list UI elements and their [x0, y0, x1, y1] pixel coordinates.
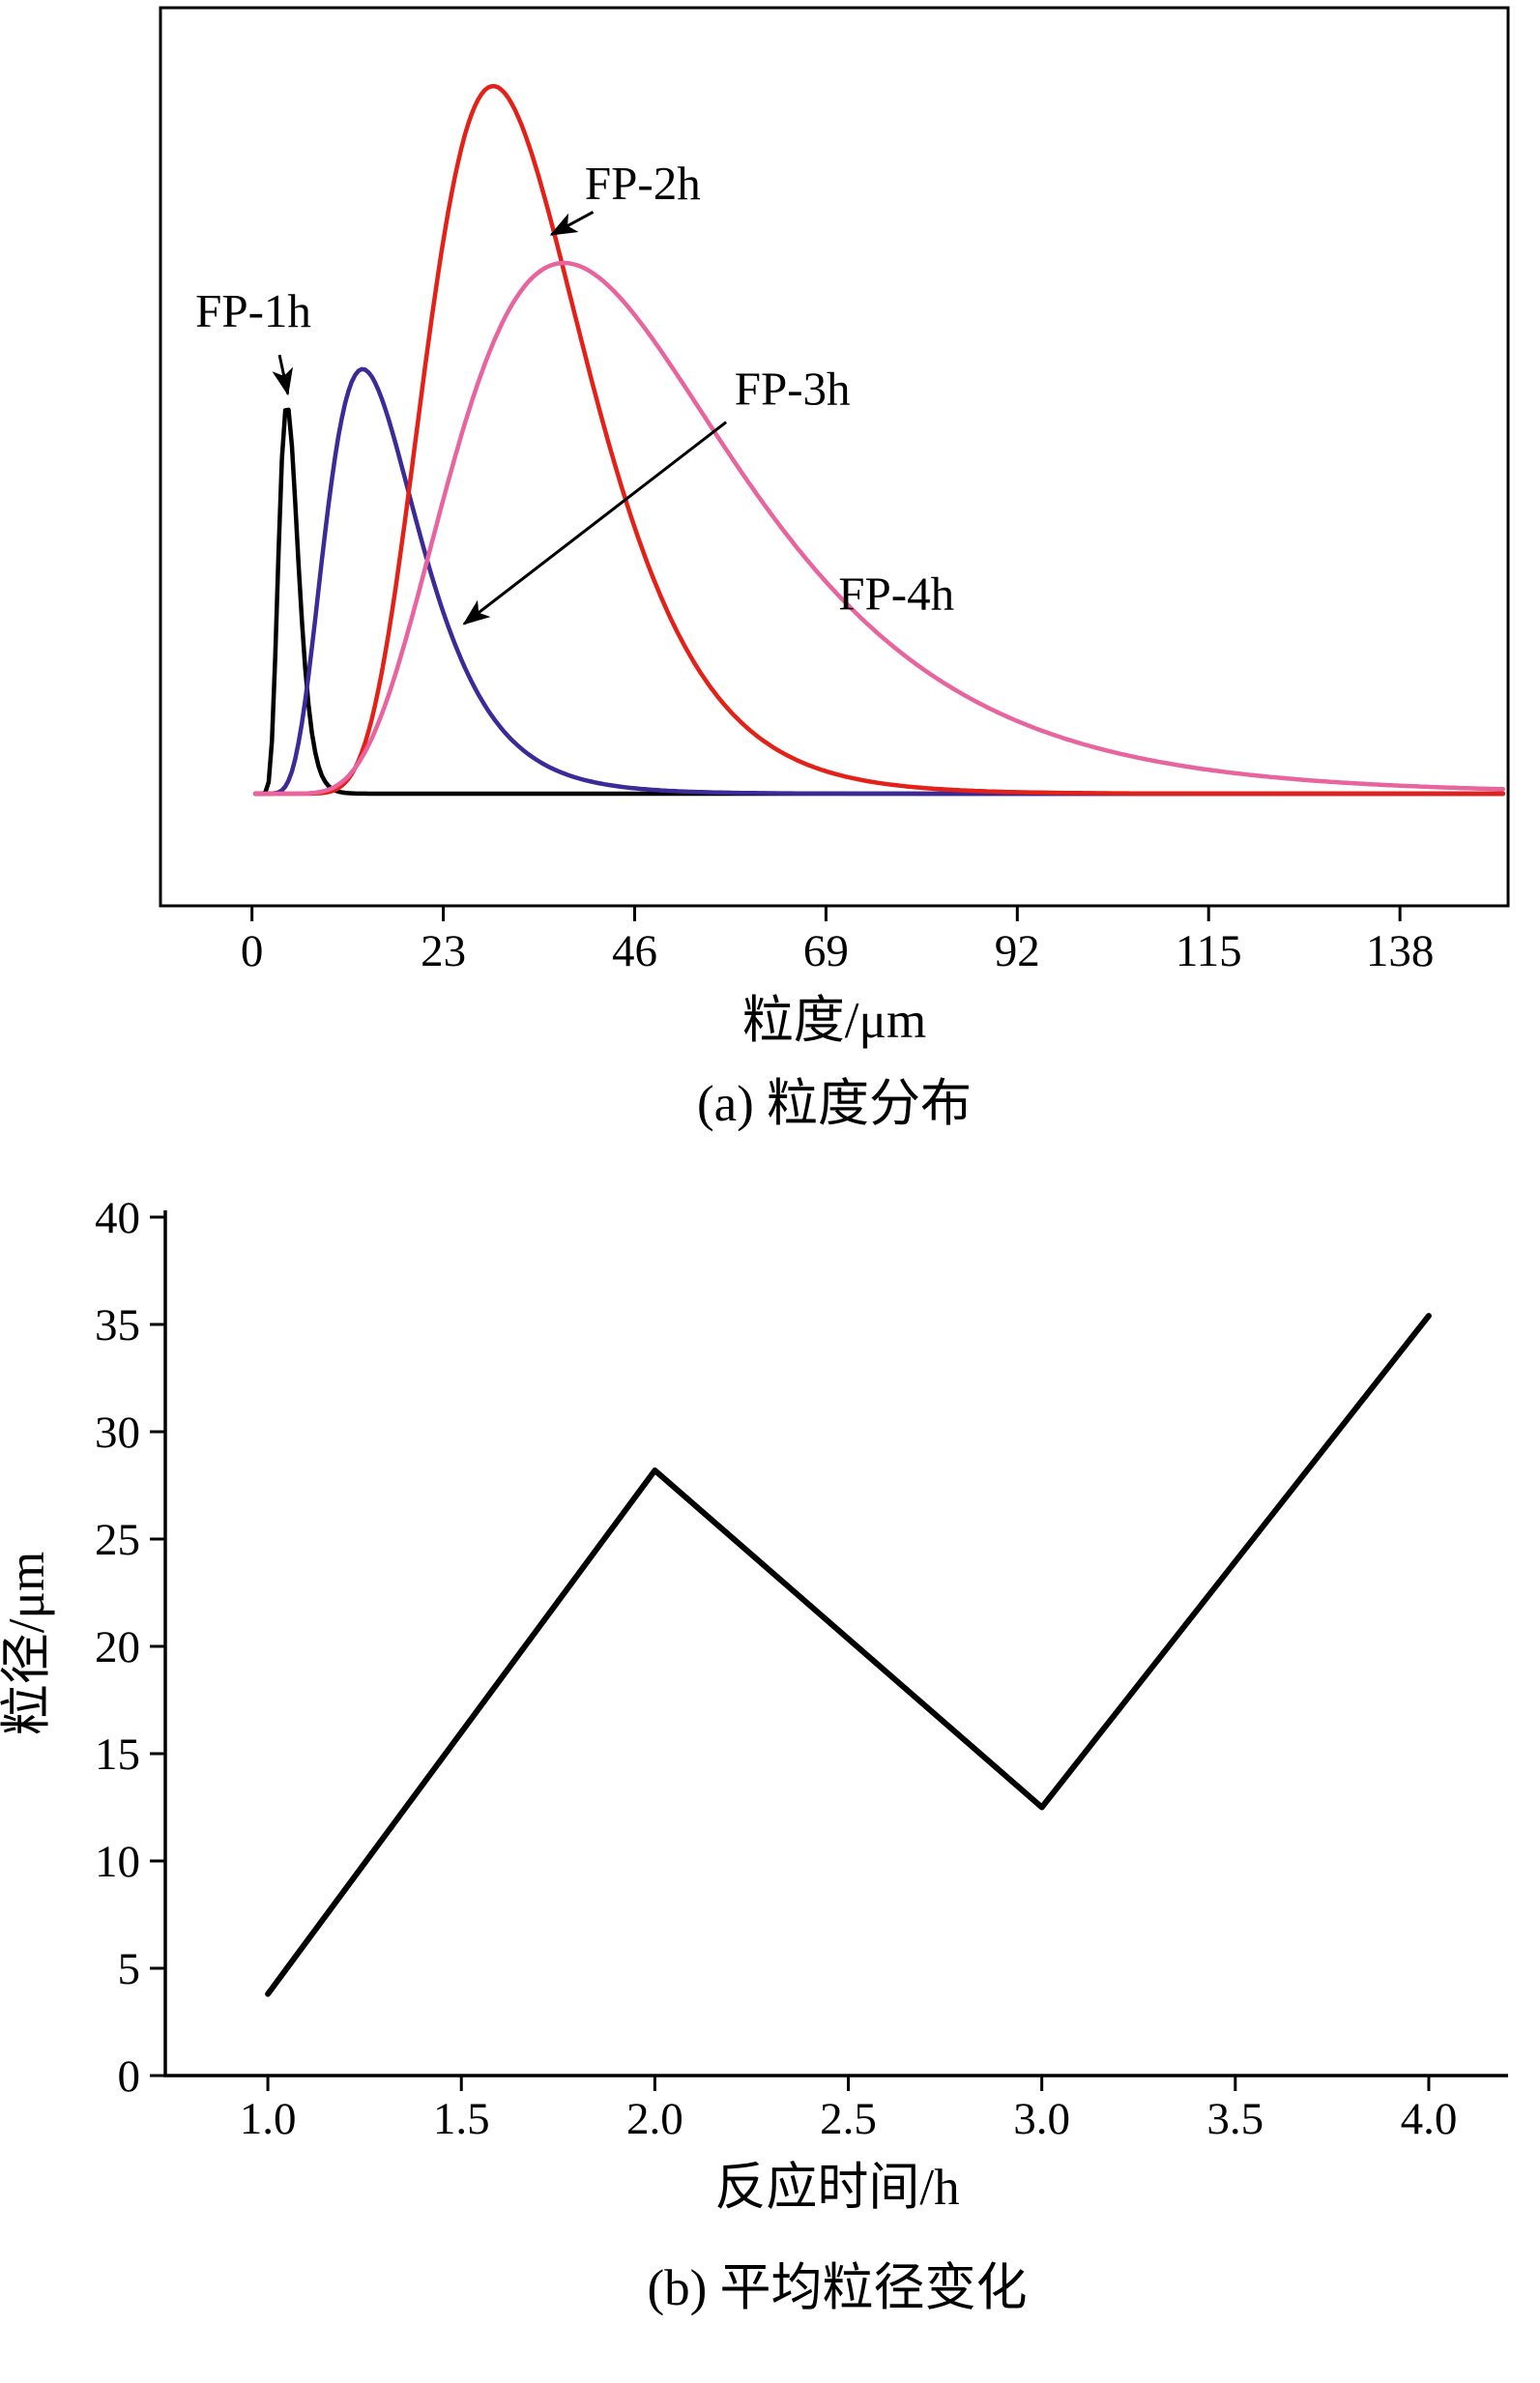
panel-a-x-ticks: 0 23 46 69 92 115 138 [241, 906, 1434, 976]
annotation-arrow-FP-2h [549, 210, 595, 237]
x-tick-label: 115 [1176, 926, 1242, 976]
y-tick-label: 30 [95, 1408, 140, 1458]
x-tick-label: 1.5 [433, 2094, 490, 2144]
panel-b-ylabel: 粒径/μm [0, 1552, 55, 1735]
panel-a-annotations: FP-1h FP-2h FP-3h FP-4h [195, 157, 954, 625]
series-label-FP-4h: FP-4h [838, 567, 954, 621]
x-tick-label: 23 [421, 926, 466, 976]
panel-a-plot-frame [159, 6, 1510, 908]
panel-a-chart: 0 23 46 69 92 115 138 FP-1h FP-2h FP-3h FP-4h 粒度/… [159, 6, 1510, 1132]
x-tick-label: 3.0 [1013, 2094, 1070, 2144]
panel-b-chart: 1.0 1.5 2.0 2.5 3.0 3.5 4.0 0 5 10 15 20 25 30 35 40 粒径… [0, 1193, 1508, 2316]
x-tick-label: 2.5 [820, 2094, 877, 2144]
series-label-FP-3h: FP-3h [735, 362, 851, 415]
y-tick-label: 20 [95, 1622, 140, 1672]
annotation-arrow-FP-1h [272, 354, 294, 396]
y-tick-label: 25 [95, 1515, 140, 1565]
panel-b-ticks: 1.0 1.5 2.0 2.5 3.0 3.5 4.0 0 5 10 15 20 25 30 35 40 [95, 1193, 1457, 2144]
x-tick-label: 92 [995, 926, 1040, 976]
panel-b-caption: (b) 平均粒径变化 [647, 2260, 1027, 2316]
y-tick-label: 40 [95, 1193, 140, 1243]
series-label-FP-2h: FP-2h [585, 157, 701, 210]
panel-b-line-series [265, 1313, 1432, 1997]
y-tick-label: 10 [95, 1837, 140, 1887]
panel-a-xlabel: 粒度/μm [742, 993, 926, 1049]
y-tick-label: 5 [118, 1944, 141, 1994]
panel-a-curves [252, 83, 1506, 797]
x-tick-label: 69 [803, 926, 849, 976]
x-tick-label: 0 [241, 926, 264, 976]
y-tick-label: 35 [95, 1300, 140, 1351]
distribution-curve-FP-4h [252, 260, 1506, 797]
panel-b-xlabel: 反应时间/h [714, 2160, 959, 2216]
x-tick-label: 2.0 [626, 2094, 683, 2144]
annotation-arrow-FP-3h [462, 421, 728, 625]
distribution-curve-FP-2h [252, 83, 1506, 797]
x-tick-label: 46 [612, 926, 657, 976]
panel-a-caption: (a) 粒度分布 [697, 1076, 972, 1132]
x-tick-label: 4.0 [1401, 2094, 1458, 2144]
x-tick-label: 3.5 [1206, 2094, 1264, 2144]
x-tick-label: 1.0 [240, 2094, 297, 2144]
mean-size-line [265, 1313, 1432, 1997]
panel-b-axes [163, 1210, 1508, 2078]
series-label-FP-1h: FP-1h [195, 284, 311, 337]
y-tick-label: 15 [95, 1729, 140, 1780]
x-tick-label: 138 [1366, 926, 1435, 976]
y-tick-label: 0 [118, 2051, 141, 2102]
